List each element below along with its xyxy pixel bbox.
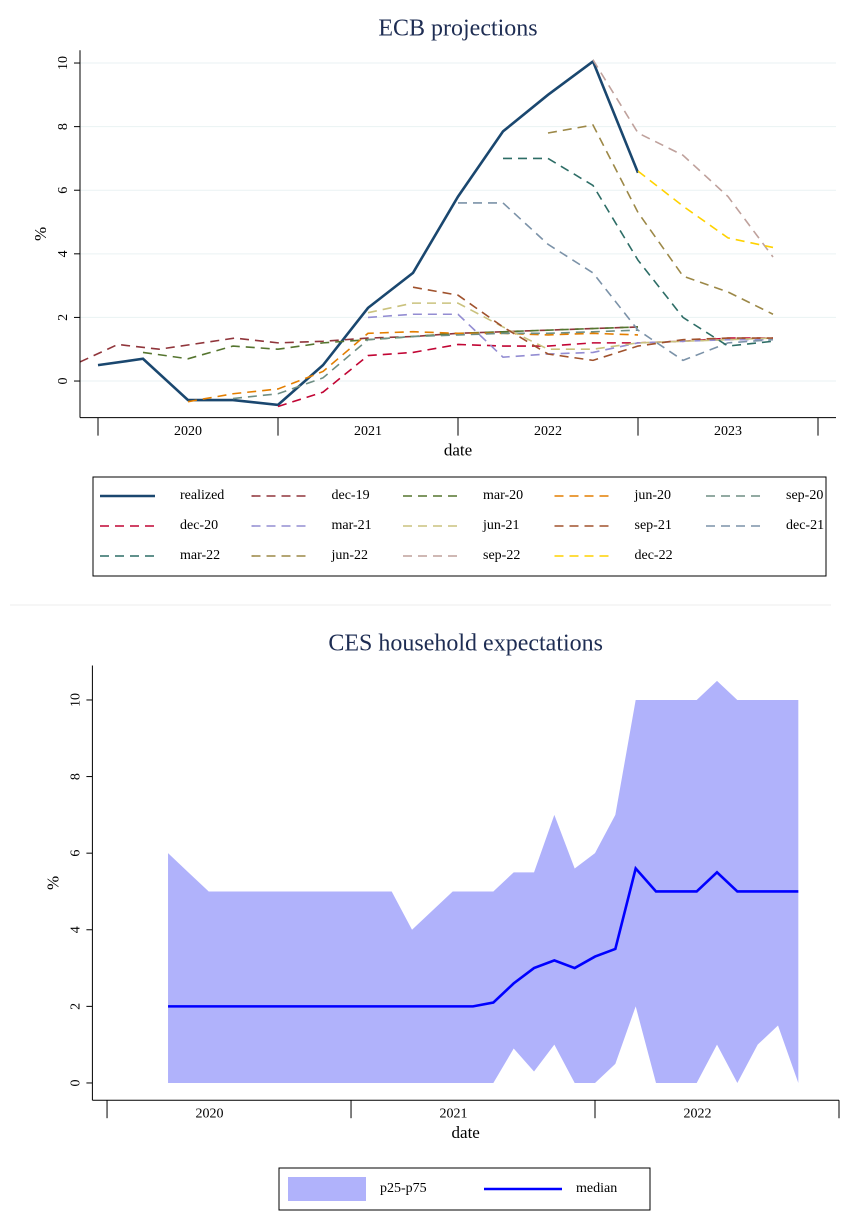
series-line (367, 313, 773, 359)
series-line (503, 157, 774, 347)
legend-label: jun-21 (482, 518, 520, 533)
x-axis-label: date (444, 441, 472, 460)
x-tick-label: 2022 (683, 1106, 711, 1121)
series-line (187, 330, 639, 403)
series-line (232, 329, 639, 400)
y-tick-label: 2 (69, 1003, 84, 1010)
legend-box (278, 1167, 651, 1211)
x-tick-label: 2021 (440, 1106, 468, 1121)
legend-label: mar-22 (180, 548, 220, 563)
x-tick-label: 2020 (174, 424, 202, 439)
y-tick-label: 6 (56, 187, 71, 194)
legend-label: dec-22 (635, 548, 673, 563)
legend-label: dec-21 (786, 518, 824, 533)
legend-label: jun-20 (634, 488, 672, 503)
legend-label: dec-19 (332, 488, 370, 503)
legend-swatch (288, 1177, 366, 1201)
legend-label: p25-p75 (380, 1181, 427, 1196)
x-tick-label: 2021 (354, 424, 382, 439)
legend-label: sep-20 (786, 488, 823, 503)
y-tick-label: 4 (56, 250, 71, 257)
series-line (97, 59, 640, 407)
legend-label: mar-21 (332, 518, 372, 533)
y-tick-label: 0 (69, 1079, 84, 1086)
legend-label: median (576, 1181, 617, 1196)
x-tick-label: 2020 (196, 1106, 224, 1121)
band-area (168, 680, 799, 1083)
legend-label: realized (180, 488, 224, 503)
series-line (79, 326, 639, 363)
series-line (592, 59, 774, 258)
legend-label: dec-20 (180, 518, 218, 533)
series-line (547, 124, 774, 315)
y-tick-label: 10 (69, 693, 84, 707)
y-tick-label: 10 (56, 56, 71, 70)
chart-title: CES household expectations (328, 631, 603, 657)
series-line (637, 170, 774, 249)
chart-title: ECB projections (378, 16, 537, 42)
series-line (458, 202, 774, 362)
legend-label: mar-20 (483, 488, 523, 503)
y-tick-label: 4 (69, 926, 84, 933)
y-axis-label: % (31, 227, 50, 241)
x-axis-label: date (452, 1123, 480, 1142)
y-axis-label: % (43, 876, 62, 890)
series-line (367, 302, 774, 351)
x-tick-label: 2022 (534, 424, 562, 439)
y-tick-label: 2 (56, 314, 71, 321)
legend-label: sep-22 (483, 548, 520, 563)
series-line (168, 865, 799, 1008)
y-tick-label: 6 (69, 850, 84, 857)
y-tick-label: 8 (69, 773, 84, 780)
legend-label: sep-21 (635, 518, 672, 533)
y-tick-label: 8 (56, 123, 71, 130)
legend-label: jun-22 (331, 548, 369, 563)
legend-box (92, 476, 827, 577)
series-line (277, 337, 773, 408)
x-tick-label: 2023 (714, 424, 742, 439)
y-tick-label: 0 (56, 378, 71, 385)
series-line (412, 286, 773, 362)
